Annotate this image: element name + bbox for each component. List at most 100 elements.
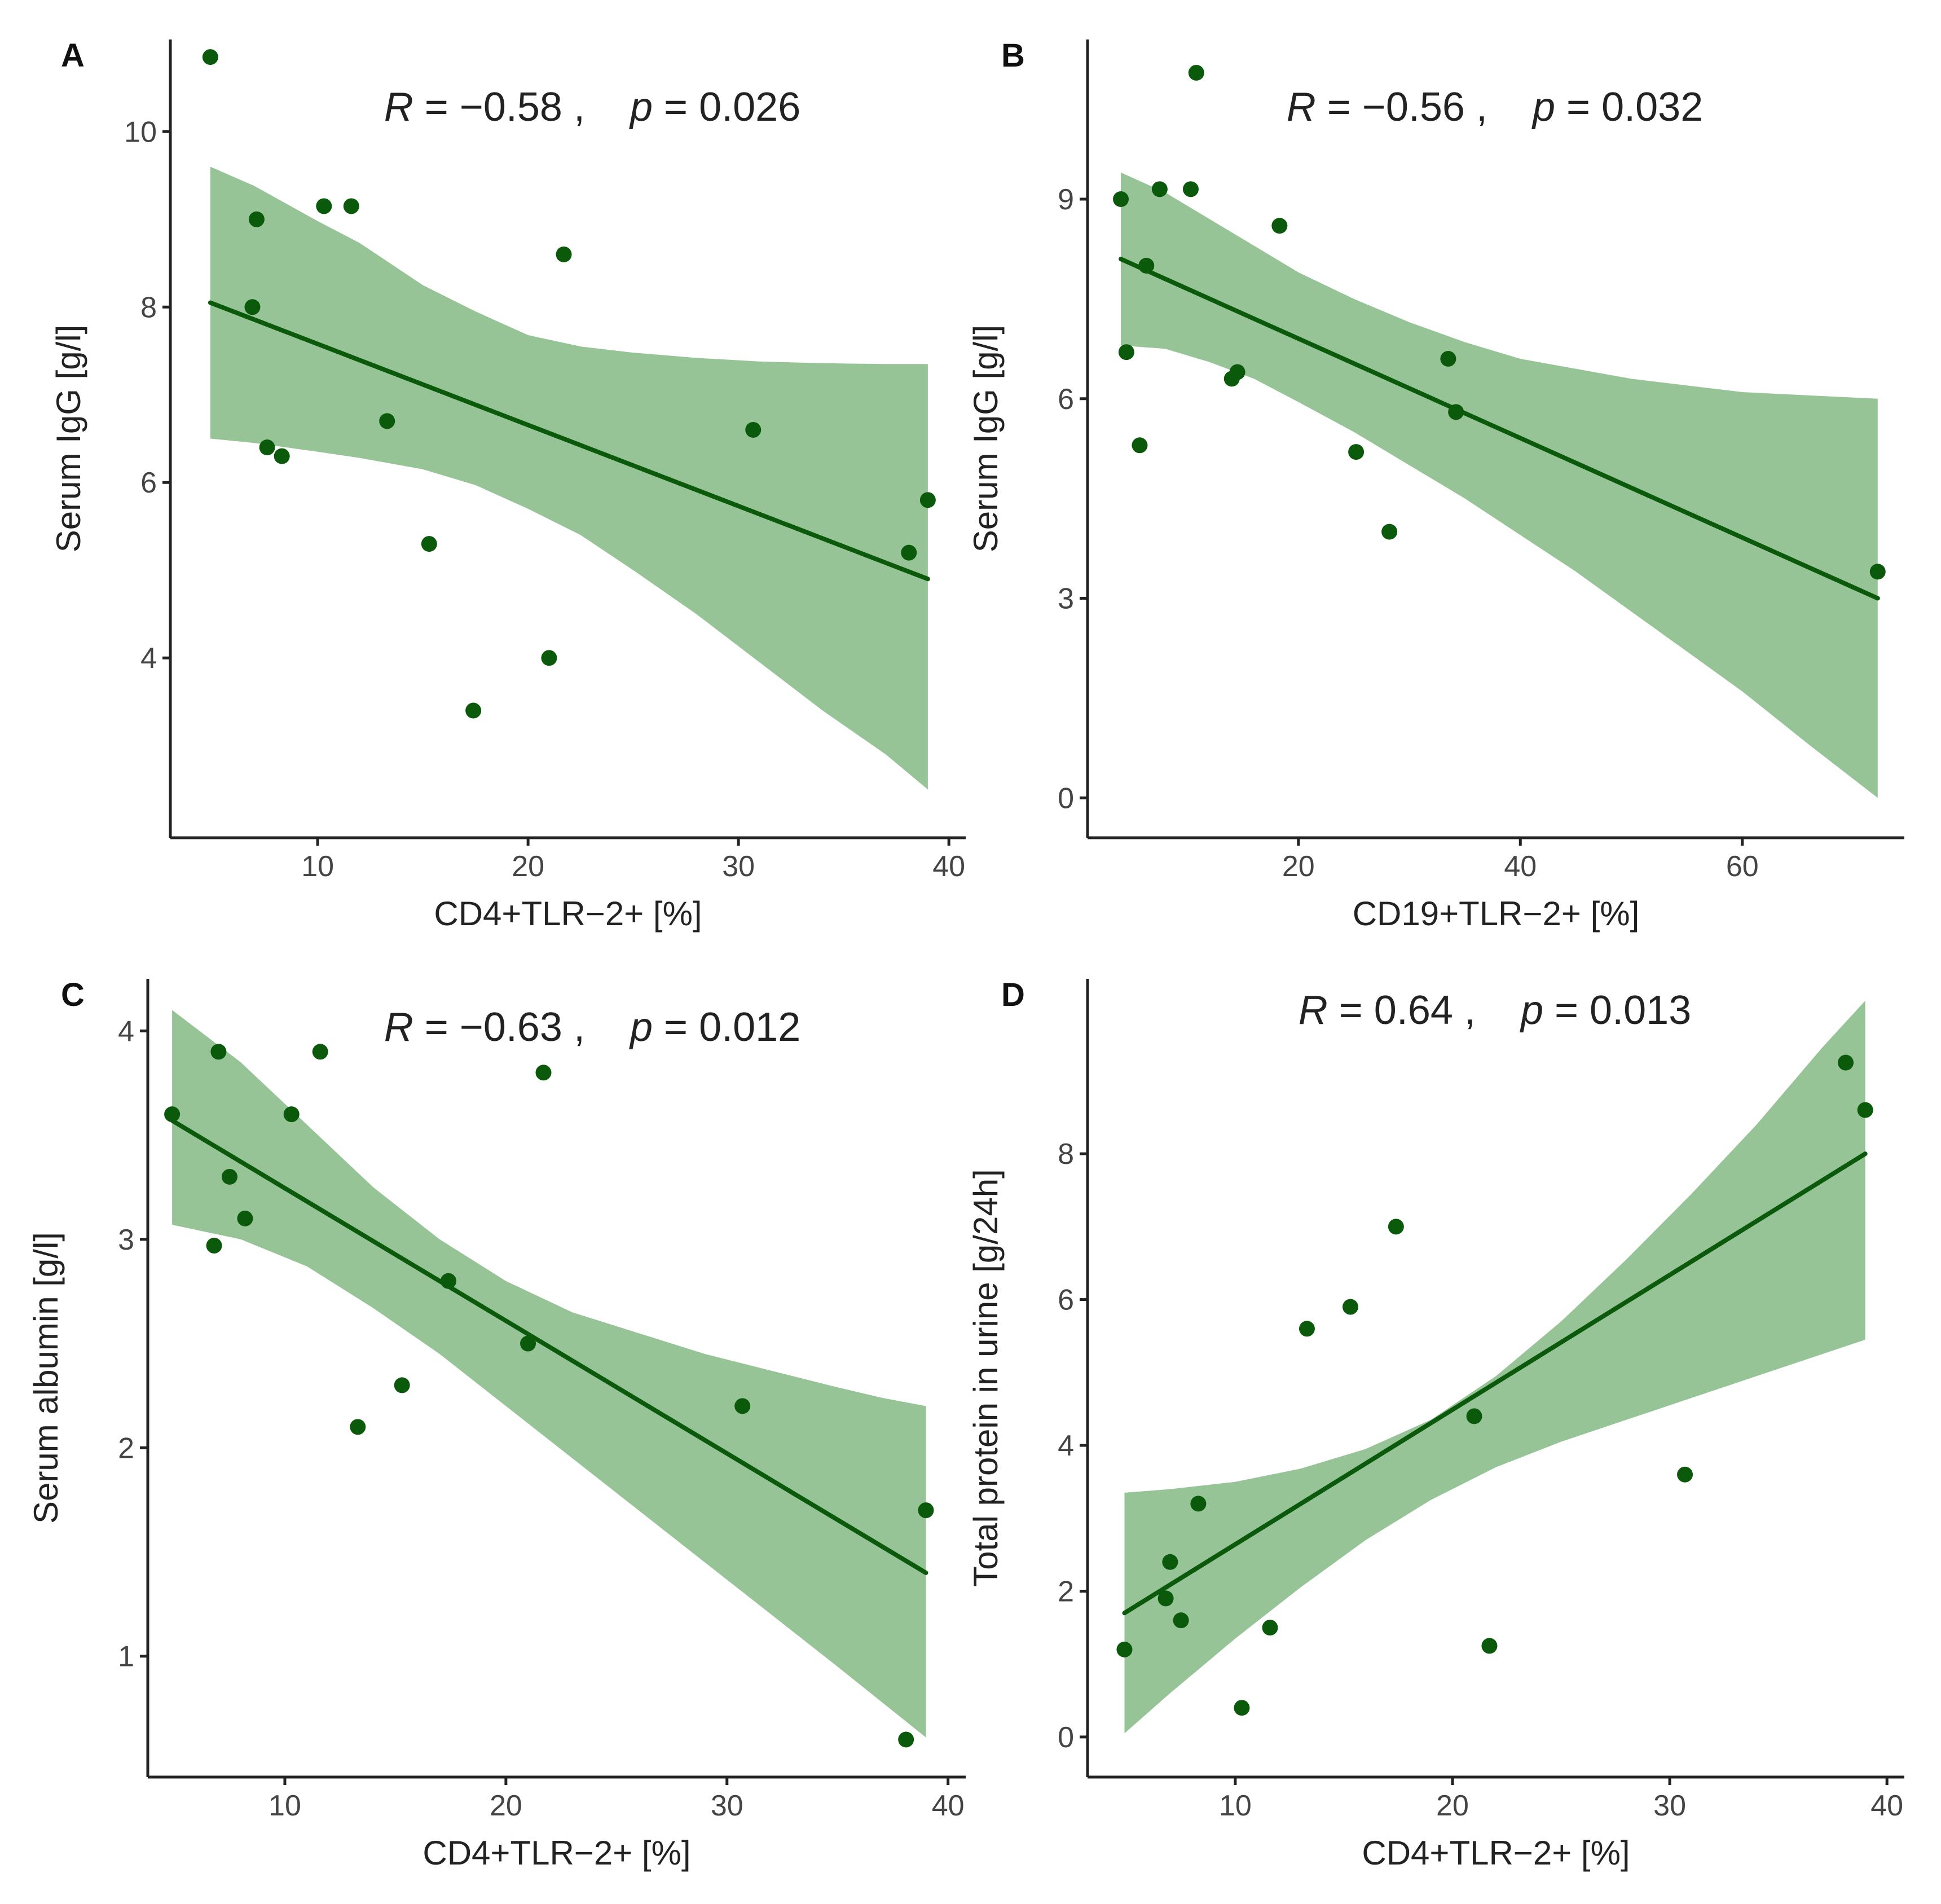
x-tick-label: 30: [722, 850, 755, 883]
data-point: [898, 1731, 914, 1748]
correlation-annotation: R = −0.56 , p = 0.032: [1287, 85, 1704, 130]
p-value: = 0.032: [1555, 85, 1703, 130]
y-axis-title: Total protein in urine [g/24h]: [967, 1169, 1005, 1586]
regression-line: [208, 300, 930, 582]
data-point: [1113, 191, 1129, 207]
data-point: [202, 49, 218, 65]
data-point: [1190, 1496, 1207, 1512]
data-point: [1151, 181, 1168, 197]
x-axis-title: CD19+TLR−2+ [%]: [1353, 895, 1640, 933]
y-tick-label: 3: [1058, 583, 1074, 615]
data-point: [1157, 1590, 1174, 1607]
r-value: = −0.63 ,: [413, 1005, 585, 1050]
data-point: [1481, 1638, 1498, 1654]
data-point: [1262, 1620, 1278, 1636]
y-axis-title: Serum albumin [g/l]: [27, 1232, 65, 1524]
data-point: [1838, 1054, 1854, 1071]
r-value: = −0.56 ,: [1316, 85, 1487, 130]
data-point: [1118, 344, 1134, 360]
p-symbol: p: [1531, 85, 1555, 130]
y-tick-label: 6: [140, 467, 157, 499]
confidence-band: [1121, 172, 1878, 798]
panel-letter: A: [61, 37, 85, 74]
correlation-annotation: R = −0.63 , p = 0.012: [384, 1005, 801, 1050]
data-point: [421, 536, 437, 552]
r-symbol: R: [384, 85, 413, 130]
y-tick-label: 6: [1058, 383, 1074, 416]
y-tick-label: 4: [140, 642, 157, 675]
p-symbol: p: [1520, 988, 1543, 1033]
data-point: [1348, 444, 1365, 460]
y-tick-label: 0: [1058, 782, 1074, 815]
data-point: [1271, 218, 1288, 234]
panel-letter: C: [61, 977, 85, 1013]
data-point: [222, 1168, 237, 1185]
correlation-annotation: R = 0.64 , p = 0.013: [1299, 988, 1691, 1033]
panel-b: 20 40 60 0 3 6 9 CD19+TLR−2+ [%] Serum IgG [g/l]…: [967, 37, 1904, 933]
y-tick-label: 9: [1058, 183, 1074, 216]
confidence-band: [172, 1010, 926, 1738]
y-tick-label: 0: [1058, 1721, 1074, 1754]
data-point: [465, 702, 482, 719]
data-point: [1388, 1219, 1404, 1235]
x-tick-label: 20: [1436, 1789, 1469, 1822]
r-symbol: R: [384, 1005, 413, 1050]
data-point: [1132, 437, 1148, 454]
data-point: [1162, 1554, 1178, 1570]
panel-c: 10 20 30 40 1 2 3 4 CD4+TLR−2+ [%] Serum albumin …: [27, 977, 966, 1872]
data-point: [350, 1419, 366, 1435]
regression-line: [1122, 1151, 1868, 1616]
x-tick-label: 10: [301, 850, 334, 883]
data-point: [1857, 1102, 1873, 1118]
data-point: [556, 246, 572, 262]
data-point: [901, 544, 917, 561]
y-axis-title: Serum IgG [g/l]: [967, 325, 1005, 552]
y-tick-label: 2: [118, 1432, 134, 1465]
data-point: [343, 198, 359, 214]
data-point: [1116, 1641, 1133, 1657]
data-point: [440, 1273, 456, 1289]
y-tick-label: 4: [118, 1015, 134, 1048]
x-axis-title: CD4+TLR−2+ [%]: [422, 1834, 690, 1872]
x-tick-label: 40: [1870, 1789, 1903, 1822]
x-tick-label: 30: [711, 1789, 743, 1822]
data-point: [734, 1398, 751, 1414]
y-tick-label: 3: [118, 1224, 134, 1256]
data-point: [1299, 1321, 1315, 1337]
panel-a: 10 20 30 40 4 6 8 10 CD4+TLR−2+ [%] Serum IgG [g/…: [50, 37, 966, 933]
data-point: [206, 1237, 222, 1254]
data-point: [244, 299, 261, 315]
panel-d: 10 20 30 40 0 2 4 6 8 CD4+TLR−2+ [%] Total protein…: [967, 977, 1904, 1872]
x-tick-label: 20: [1282, 850, 1315, 883]
r-value: = −0.58 ,: [413, 85, 585, 130]
data-point: [1173, 1612, 1189, 1629]
y-tick-label: 1: [118, 1641, 134, 1673]
data-point: [520, 1335, 536, 1352]
correlation-annotation: R = −0.58 , p = 0.026: [384, 85, 801, 130]
data-point: [312, 1044, 328, 1060]
y-tick-label: 8: [1058, 1138, 1074, 1171]
data-point: [1234, 1700, 1250, 1716]
data-point: [541, 650, 557, 666]
data-point: [918, 1502, 934, 1519]
x-tick-label: 40: [932, 850, 965, 883]
x-tick-label: 20: [490, 1789, 522, 1822]
data-point: [1138, 257, 1155, 274]
confidence-band: [210, 166, 928, 790]
r-symbol: R: [1287, 85, 1316, 130]
data-point: [164, 1106, 181, 1123]
data-point: [1677, 1466, 1693, 1483]
x-tick-label: 40: [1504, 850, 1537, 883]
data-point: [1466, 1408, 1482, 1424]
data-point: [237, 1210, 253, 1226]
data-point: [745, 421, 762, 438]
data-point: [248, 211, 265, 227]
x-tick-label: 10: [269, 1789, 301, 1822]
data-point: [1381, 524, 1398, 540]
p-value: = 0.012: [653, 1005, 800, 1050]
data-point: [394, 1377, 410, 1393]
x-tick-label: 30: [1653, 1789, 1686, 1822]
p-symbol: p: [629, 85, 653, 130]
data-point: [535, 1065, 552, 1081]
